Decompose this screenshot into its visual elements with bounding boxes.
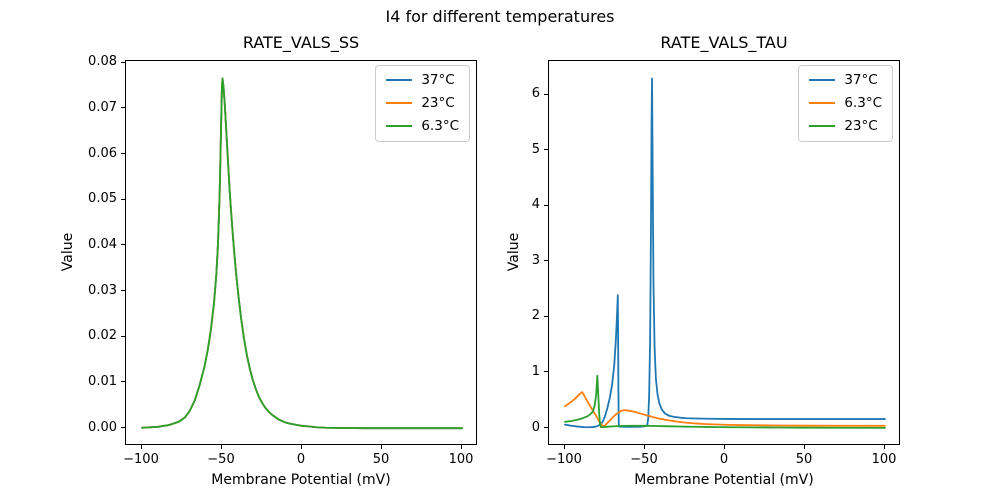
y-tick-label: 0.00 xyxy=(88,419,117,435)
y-tick-mark xyxy=(544,149,548,151)
x-tick-mark xyxy=(723,445,725,449)
legend-label: 6.3°C xyxy=(421,118,459,135)
y-axis-label: Value xyxy=(506,232,522,271)
legend-item-37c: 37°C xyxy=(386,72,459,88)
x-tick-label: 50 xyxy=(372,452,390,467)
y-tick-label: 0.06 xyxy=(88,145,117,161)
legend-line-sample xyxy=(386,125,413,128)
x-tick-mark xyxy=(883,445,885,449)
y-tick-label: 4 xyxy=(531,197,540,213)
y-axis-label: Value xyxy=(60,232,76,271)
x-tick-label: −50 xyxy=(207,452,235,467)
y-tick-mark xyxy=(544,427,548,428)
y-tick-mark xyxy=(121,290,125,292)
legend: 37°C 23°C 6.3°C xyxy=(375,65,470,142)
figure-title: I4 for different temperatures xyxy=(385,7,615,26)
legend: 37°C 6.3°C 23°C xyxy=(798,65,893,142)
x-tick-label: −100 xyxy=(123,452,159,467)
y-tick-label: 0.07 xyxy=(88,99,117,115)
y-tick-label: 0.02 xyxy=(88,328,117,344)
y-tick-mark xyxy=(121,153,125,155)
legend-label: 23°C xyxy=(421,95,455,112)
legend-item-63c: 6.3°C xyxy=(386,118,459,134)
y-tick-label: 0.05 xyxy=(88,191,117,207)
y-tick-mark xyxy=(544,315,548,317)
legend-item-37c: 37°C xyxy=(809,72,882,88)
y-tick-label: 0.08 xyxy=(88,54,117,70)
legend-label: 37°C xyxy=(844,72,878,88)
x-tick-label: 0 xyxy=(296,452,306,467)
plot-canvas xyxy=(141,77,463,430)
legend-line-sample xyxy=(386,102,413,105)
legend-label: 23°C xyxy=(844,118,878,135)
y-tick-label: 3 xyxy=(531,252,540,268)
x-tick-mark xyxy=(460,445,462,449)
y-tick-mark xyxy=(544,204,548,206)
legend-label: 6.3°C xyxy=(844,95,882,112)
y-tick-mark xyxy=(544,93,548,95)
x-axis-label: Membrane Potential (mV) xyxy=(634,472,814,488)
x-tick-label: 100 xyxy=(871,452,897,467)
y-tick-mark xyxy=(121,61,125,63)
y-tick-label: 0.01 xyxy=(88,373,117,389)
x-tick-mark xyxy=(140,445,142,449)
legend-label: 37°C xyxy=(421,72,455,88)
legend-line-sample xyxy=(809,79,836,82)
y-tick-label: 1 xyxy=(531,363,540,379)
y-tick-mark xyxy=(121,198,125,200)
x-tick-mark xyxy=(643,445,645,449)
x-tick-mark xyxy=(220,445,222,449)
legend-line-sample xyxy=(809,102,836,105)
x-tick-label: 0 xyxy=(719,452,729,467)
y-tick-mark xyxy=(121,335,125,337)
y-tick-mark xyxy=(121,381,125,383)
x-tick-mark xyxy=(380,445,382,449)
axes-title: RATE_VALS_SS xyxy=(242,33,360,52)
y-tick-label: 6 xyxy=(531,86,540,102)
x-tick-label: 50 xyxy=(795,452,813,467)
x-tick-label: −50 xyxy=(630,452,658,467)
y-tick-label: 0 xyxy=(531,419,540,435)
y-tick-label: 0.03 xyxy=(88,282,117,298)
axes-title: RATE_VALS_TAU xyxy=(660,33,788,52)
y-tick-label: 0.04 xyxy=(88,236,117,252)
legend-line-sample xyxy=(809,125,836,128)
series-line-63c xyxy=(564,391,886,428)
x-tick-mark xyxy=(300,445,302,449)
y-tick-mark xyxy=(121,427,125,429)
y-tick-label: 2 xyxy=(531,308,540,324)
x-tick-mark xyxy=(803,445,805,449)
series-line-63c xyxy=(141,77,463,430)
legend-item-23c: 23°C xyxy=(809,118,882,134)
y-tick-label: 5 xyxy=(531,141,540,157)
legend-item-23c: 23°C xyxy=(386,95,459,111)
x-tick-label: 100 xyxy=(448,452,474,467)
y-tick-mark xyxy=(121,107,125,109)
y-tick-mark xyxy=(544,371,548,373)
x-tick-label: −100 xyxy=(546,452,582,467)
legend-line-sample xyxy=(386,79,413,82)
x-tick-mark xyxy=(563,445,565,449)
legend-item-63c: 6.3°C xyxy=(809,95,882,111)
plot-canvas xyxy=(564,77,886,429)
y-tick-mark xyxy=(121,244,125,246)
x-axis-label: Membrane Potential (mV) xyxy=(211,472,391,488)
series-line-23c xyxy=(564,374,886,429)
y-tick-mark xyxy=(544,260,548,262)
